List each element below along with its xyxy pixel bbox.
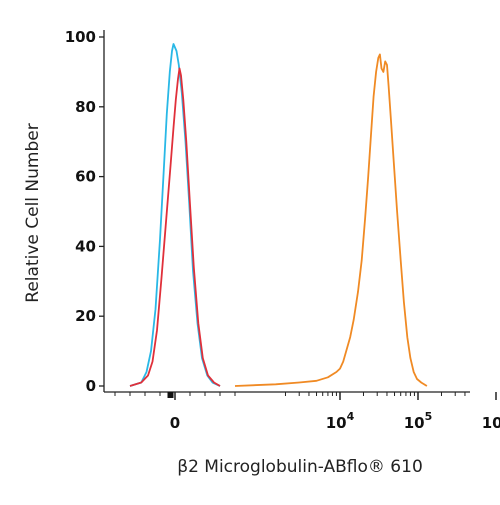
y-axis-title: Relative Cell Number [23, 123, 43, 302]
histogram-series-1 [129, 67, 221, 387]
zero-marker [167, 392, 174, 398]
x-tick-label: 106 [482, 410, 500, 432]
x-tick-exponent: 5 [425, 410, 433, 423]
histogram-series-2 [234, 53, 428, 387]
y-tick-label: 0 [86, 377, 96, 395]
y-tick-label: 80 [75, 98, 96, 116]
x-axis-title: β2 Microglobulin-ABflo® 610 [177, 457, 423, 477]
y-tick-label: 40 [75, 237, 96, 255]
x-tick-exponent: 4 [347, 410, 355, 423]
y-tick-label: 100 [65, 28, 96, 46]
histogram-series-0 [129, 43, 221, 387]
y-tick-label: 60 [75, 168, 96, 186]
x-tick-label: 104 [326, 410, 355, 432]
x-tick-label: 105 [404, 410, 433, 432]
y-tick-label: 20 [75, 307, 96, 325]
x-tick-label: 0 [170, 414, 180, 432]
